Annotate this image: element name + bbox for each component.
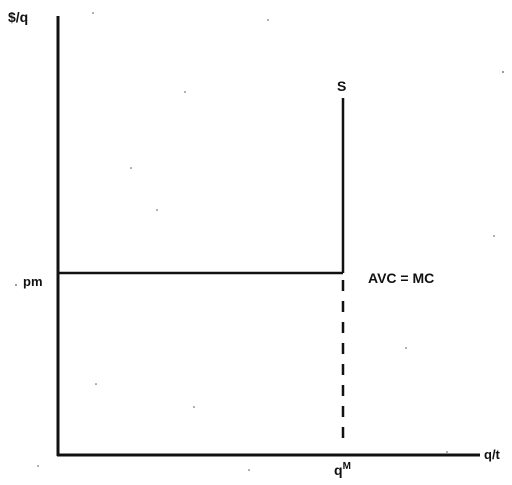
quantity-label-base: q — [334, 462, 343, 478]
scan-specks — [15, 12, 504, 471]
quantity-label-qm: qM — [334, 461, 351, 478]
supply-label: S — [337, 78, 346, 94]
price-label-pm: pm — [23, 274, 43, 289]
avc-mc-label: AVC = MC — [368, 270, 434, 286]
x-axis-label: q/t — [484, 447, 501, 462]
quantity-label-superscript: M — [343, 461, 351, 472]
y-axis-label: $/q — [8, 9, 28, 25]
